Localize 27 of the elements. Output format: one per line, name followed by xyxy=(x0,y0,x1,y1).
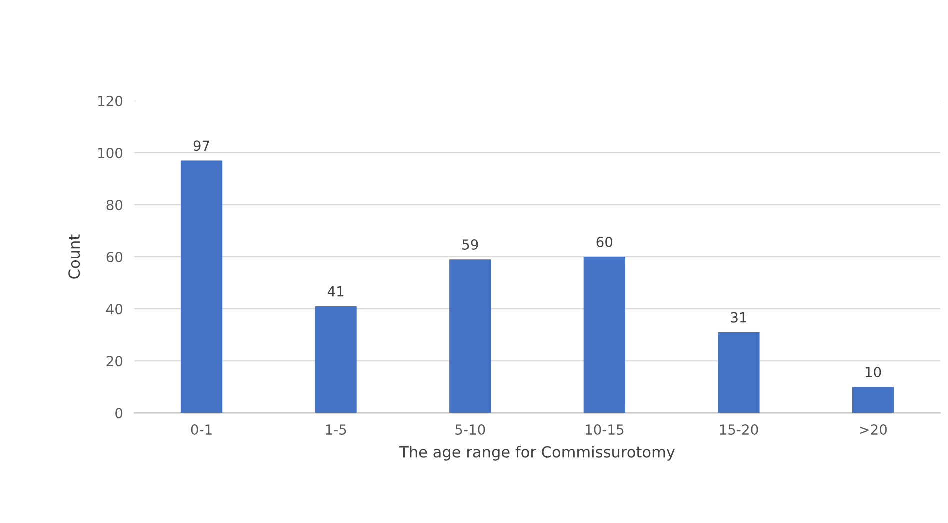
bar xyxy=(718,332,760,414)
y-tick-label: 100 xyxy=(98,148,123,158)
bar xyxy=(450,260,492,414)
x-axis-title: The age range for Commissurotomy xyxy=(400,446,676,461)
x-tick-label: 1-5 xyxy=(326,424,346,436)
data-label: 31 xyxy=(731,312,747,323)
x-tick-label: 10-15 xyxy=(586,424,624,436)
y-tick-label: 80 xyxy=(106,200,123,210)
data-label: 59 xyxy=(462,240,478,250)
bar xyxy=(852,387,894,414)
x-tick-label: >20 xyxy=(860,424,887,436)
y-tick-label: 20 xyxy=(106,356,123,367)
data-label: 60 xyxy=(596,236,613,248)
x-tick-label: 0-1 xyxy=(191,424,212,436)
x-tick-label: 15-20 xyxy=(720,424,758,436)
bar xyxy=(180,160,223,414)
bar xyxy=(315,306,357,414)
y-tick-label: 0 xyxy=(116,408,123,419)
y-tick-label: 60 xyxy=(106,252,123,263)
x-tick-label: 5-10 xyxy=(456,424,486,436)
y-tick-label: 40 xyxy=(106,304,123,315)
data-label: 97 xyxy=(194,140,210,152)
bar xyxy=(584,257,626,414)
data-label: 10 xyxy=(866,367,882,378)
y-axis-title: Count xyxy=(68,234,80,279)
y-tick-label: 120 xyxy=(98,96,123,106)
data-label: 41 xyxy=(328,286,344,297)
